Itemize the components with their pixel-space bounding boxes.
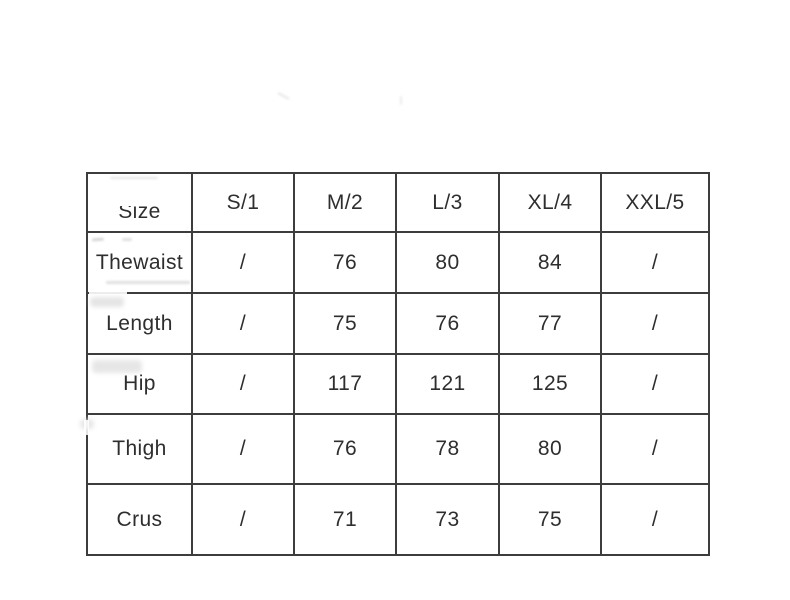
table-row-length: Length / 75 76 77 / <box>86 292 710 355</box>
value-cell: / <box>600 413 710 485</box>
header-cell-s1: S/1 <box>191 172 295 233</box>
header-cell-l3: L/3 <box>395 172 500 233</box>
value-cell: 78 <box>395 413 500 485</box>
value-cell: 75 <box>293 292 397 355</box>
table-row-crus: Crus / 71 73 75 / <box>86 483 710 556</box>
whiteout-patch <box>89 175 189 206</box>
value-cell: 71 <box>293 483 397 556</box>
row-label: Thewaist <box>86 231 193 294</box>
smudge-artifact <box>400 96 402 105</box>
header-cell-xxl5: XXL/5 <box>600 172 710 233</box>
value-cell: / <box>600 483 710 556</box>
value-cell: 117 <box>293 353 397 415</box>
value-cell: / <box>600 231 710 294</box>
value-cell: / <box>191 353 295 415</box>
value-cell: 73 <box>395 483 500 556</box>
value-cell: 125 <box>498 353 602 415</box>
value-cell: 76 <box>293 413 397 485</box>
header-cell-xl4: XL/4 <box>498 172 602 233</box>
row-label: Crus <box>86 483 193 556</box>
value-cell: 75 <box>498 483 602 556</box>
value-cell: 76 <box>293 231 397 294</box>
value-cell: / <box>191 483 295 556</box>
table-row-hip: Hip / 117 121 125 / <box>86 353 710 415</box>
value-cell: / <box>191 292 295 355</box>
value-cell: / <box>191 413 295 485</box>
value-cell: 121 <box>395 353 500 415</box>
table-row-thewaist: Thewaist / 76 80 84 / <box>86 231 710 294</box>
row-label: Length <box>86 292 193 355</box>
smudge-artifact <box>277 92 290 100</box>
header-row: Size S/1 M/2 L/3 XL/4 XXL/5 <box>86 172 710 233</box>
value-cell: / <box>600 292 710 355</box>
table-row-thigh: Thigh / 76 78 80 / <box>86 413 710 485</box>
value-cell: 84 <box>498 231 602 294</box>
row-label: Thigh <box>86 413 193 485</box>
value-cell: 76 <box>395 292 500 355</box>
value-cell: 77 <box>498 292 602 355</box>
value-cell: 80 <box>395 231 500 294</box>
value-cell: / <box>600 353 710 415</box>
value-cell: 80 <box>498 413 602 485</box>
size-chart-table: Size S/1 M/2 L/3 XL/4 XXL/5 Thewaist / 7… <box>86 172 710 556</box>
header-cell-m2: M/2 <box>293 172 397 233</box>
value-cell: / <box>191 231 295 294</box>
header-cell-size: Size <box>86 172 193 233</box>
row-label: Hip <box>86 353 193 415</box>
